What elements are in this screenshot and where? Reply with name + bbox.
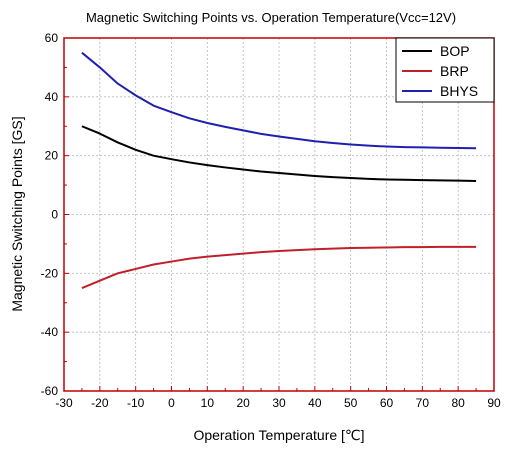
- series-lines: [81, 51, 477, 289]
- x-tick-label: 40: [308, 396, 322, 410]
- x-tick-label: 50: [344, 396, 358, 410]
- legend-label-brp: BRP: [440, 63, 469, 79]
- y-tick-label: 20: [45, 149, 59, 163]
- x-tick-label: 80: [451, 396, 465, 410]
- y-axis-label: Magnetic Switching Points [GS]: [9, 116, 25, 311]
- x-tick-label: 30: [272, 396, 286, 410]
- legend-label-bop: BOP: [440, 43, 470, 59]
- x-tick-label: 60: [380, 396, 394, 410]
- x-tick-label: 90: [487, 396, 501, 410]
- x-tick-label: -20: [91, 396, 109, 410]
- x-tick-label: 20: [236, 396, 250, 410]
- x-tick-label: 70: [416, 396, 430, 410]
- y-tick-label: 40: [45, 90, 59, 104]
- series-line-bop: [81, 125, 477, 182]
- x-axis-label: Operation Temperature [℃]: [193, 427, 364, 443]
- x-tick-label: 0: [168, 396, 175, 410]
- series-line-brp: [81, 245, 477, 289]
- y-tick-label: -60: [41, 384, 59, 398]
- legend: BOP BRP BHYS: [395, 37, 495, 103]
- chart-title: Magnetic Switching Points vs. Operation …: [86, 10, 456, 25]
- x-tick-label: -30: [55, 396, 73, 410]
- ticks: -30 -20 -10 0 10 20 30 40 50 60 70 80 90 -60 -40 -20 0 20…: [41, 31, 501, 410]
- x-tick-label: 10: [201, 396, 215, 410]
- y-tick-label: 60: [45, 31, 59, 45]
- x-tick-label: -10: [127, 396, 145, 410]
- y-tick-label: -20: [41, 266, 59, 280]
- grid: [64, 38, 494, 391]
- series-line-bhys: [81, 51, 477, 150]
- legend-label-bhys: BHYS: [440, 83, 478, 99]
- y-tick-label: 0: [51, 208, 58, 222]
- y-tick-label: -40: [41, 325, 59, 339]
